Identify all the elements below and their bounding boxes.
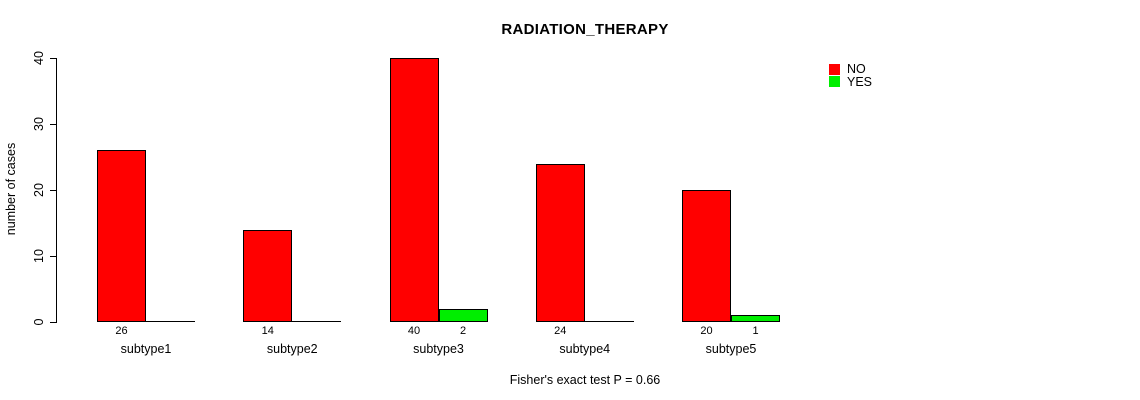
y-tick-mark	[50, 124, 57, 125]
zero-bar-yes-subtype2	[292, 321, 342, 322]
bar-value-label: 40	[407, 325, 421, 337]
y-tick-label: 40	[32, 51, 46, 65]
bar-value-label: 1	[752, 325, 759, 337]
category-label-subtype5: subtype5	[705, 342, 757, 356]
zero-bar-yes-subtype4	[584, 321, 634, 322]
y-tick-label: 30	[32, 117, 46, 131]
bar-value-label: 24	[554, 325, 567, 337]
y-tick-label: 10	[32, 249, 46, 263]
bar-no-subtype3	[389, 58, 439, 322]
y-tick-mark	[50, 322, 57, 323]
category-label-subtype4: subtype4	[559, 342, 611, 356]
chart-title: RADIATION_THERAPY	[501, 21, 669, 38]
category-label-subtype1: subtype1	[120, 342, 172, 356]
bar-no-subtype2	[243, 229, 293, 322]
legend: NO YES	[829, 63, 872, 88]
bar-value-label: 2	[459, 325, 467, 337]
legend-item-yes: YES	[829, 74, 873, 89]
legend-label-yes: YES	[847, 74, 873, 89]
bar-no-subtype5	[682, 190, 731, 322]
legend-label-no: NO	[847, 62, 866, 76]
legend-swatch-yes	[829, 76, 840, 88]
y-tick-mark	[50, 190, 57, 191]
bar-value-label: 26	[115, 325, 128, 337]
bar-no-subtype4	[535, 163, 585, 322]
category-label-subtype3: subtype3	[413, 342, 464, 356]
category-label-subtype2: subtype2	[266, 342, 318, 356]
y-tick-label: 0	[32, 318, 46, 326]
legend-swatch-no	[829, 63, 840, 75]
y-axis-title: number of cases	[4, 142, 18, 236]
zero-bar-yes-subtype1	[146, 321, 195, 322]
bar-yes-subtype3	[438, 308, 488, 322]
y-tick-mark	[50, 58, 57, 59]
bar-yes-subtype5	[731, 315, 780, 322]
y-tick-label: 20	[32, 183, 46, 197]
stat-test-caption: Fisher's exact test P = 0.66	[509, 373, 661, 387]
legend-item-no: NO	[829, 63, 872, 76]
y-tick-mark	[50, 256, 57, 257]
bar-no-subtype1	[97, 150, 146, 322]
bar-value-label: 14	[261, 325, 274, 337]
bar-value-label: 20	[700, 325, 713, 337]
